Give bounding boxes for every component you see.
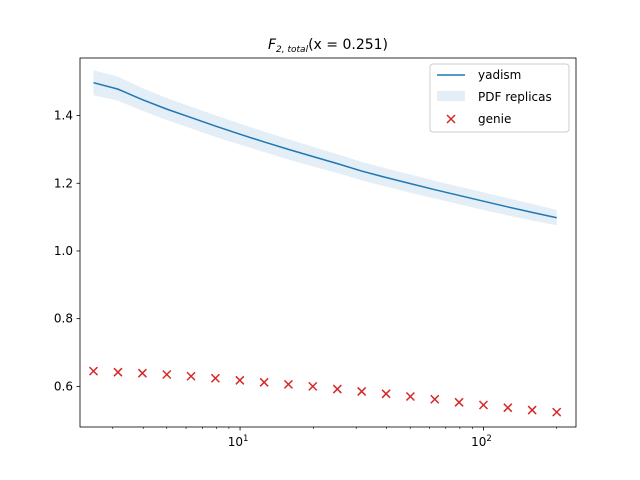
- legend-pdf-replicas-swatch: [437, 91, 465, 101]
- genie-point: [503, 403, 513, 413]
- chart-title: F2, total(x = 0.251): [268, 37, 388, 55]
- legend-box: [429, 63, 570, 133]
- genie-point: [332, 384, 342, 394]
- genie-point: [283, 379, 293, 389]
- legend-label-yadism: yadism: [478, 68, 521, 82]
- title-base: F: [268, 37, 277, 53]
- genie-point: [259, 377, 269, 387]
- x-tick-label: 102: [471, 434, 492, 449]
- y-axis-ticks: 0.6 0.8 1.0 1.2 1.4: [54, 109, 80, 393]
- genie-point: [552, 407, 562, 417]
- y-tick-label: 1.4: [54, 109, 73, 123]
- genie-point: [405, 392, 415, 402]
- genie-point: [210, 373, 220, 383]
- genie-marker-layer: [88, 366, 562, 417]
- genie-point: [186, 371, 196, 381]
- y-tick-label: 1.0: [54, 244, 73, 258]
- genie-point: [357, 386, 367, 396]
- plot-frame: [79, 57, 577, 428]
- title-sub: 2, total: [276, 45, 309, 55]
- genie-point: [308, 381, 318, 391]
- y-tick-label: 0.8: [54, 312, 73, 326]
- genie-point: [88, 366, 99, 376]
- legend-genie-swatch: [446, 114, 456, 124]
- genie-point: [381, 389, 391, 399]
- legend-label-genie: genie: [478, 112, 511, 126]
- genie-point: [430, 394, 440, 404]
- genie-point: [235, 375, 245, 385]
- y-tick-label: 0.6: [54, 379, 73, 393]
- genie-point: [137, 368, 147, 378]
- x-axis-ticks: 101 102: [112, 427, 558, 449]
- yadism-line: [93, 81, 557, 219]
- genie-point: [478, 400, 488, 410]
- pdf-replicas-band: [93, 70, 557, 226]
- legend-genie-marker: [446, 114, 456, 124]
- pdf-replicas-band-layer: [93, 70, 557, 226]
- y-tick-label: 1.2: [54, 176, 73, 190]
- title-rest: (x = 0.251): [308, 37, 388, 53]
- x-tick-label: 101: [228, 434, 249, 449]
- genie-point: [454, 397, 464, 407]
- legend-label-pdf-replicas: PDF replicas: [478, 90, 552, 104]
- genie-point: [527, 405, 537, 415]
- yadism-line-layer: [93, 81, 557, 219]
- genie-point: [113, 367, 123, 377]
- genie-point: [162, 369, 172, 380]
- legend: yadism PDF replicas genie: [429, 63, 570, 133]
